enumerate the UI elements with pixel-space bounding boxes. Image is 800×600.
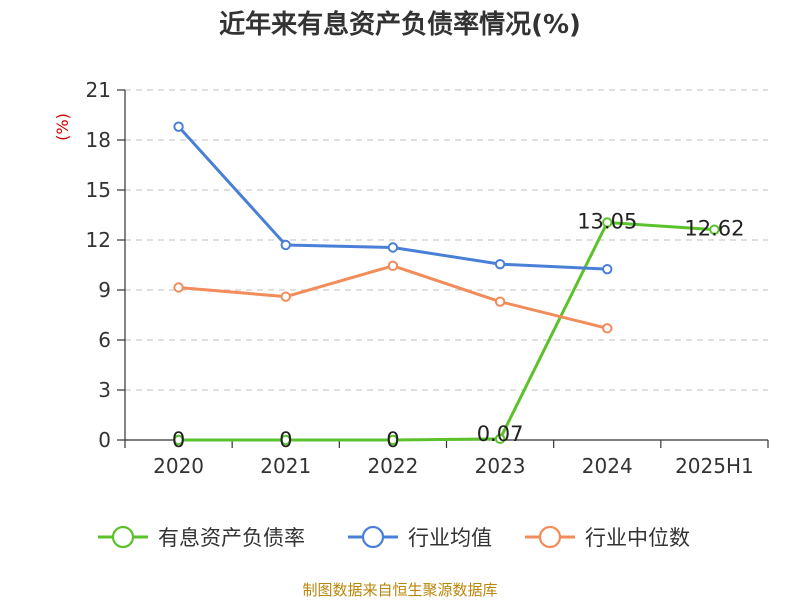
y-tick-label: 21	[86, 78, 111, 102]
data-point[interactable]	[387, 434, 399, 446]
data-label: 0	[386, 428, 399, 452]
data-point[interactable]	[173, 434, 184, 446]
data-point[interactable]	[280, 434, 291, 446]
data-point[interactable]	[387, 242, 399, 253]
y-axis-unit: (%)	[53, 113, 72, 141]
y-tick-label: 18	[86, 128, 111, 152]
data-label: 12.62	[684, 217, 744, 241]
x-tick-label: 2020	[153, 454, 204, 478]
y-tick-label: 6	[98, 328, 111, 352]
data-point[interactable]	[173, 121, 184, 132]
data-labels: 0 0 0 0.07 13.05 12.62	[172, 210, 745, 453]
series-line	[178, 264, 608, 330]
legend-item[interactable]: 有息资产负债率	[98, 525, 305, 550]
series-line	[178, 221, 715, 442]
legend-label: 行业中位数	[585, 526, 690, 550]
legend-item[interactable]: 行业中位数	[525, 525, 690, 550]
data-point[interactable]	[280, 291, 291, 302]
legend-label: 行业均值	[408, 526, 492, 550]
data-point[interactable]	[602, 263, 613, 275]
y-tick-label: 0	[98, 428, 111, 452]
x-tick-label: 2021	[260, 454, 311, 478]
data-point[interactable]	[709, 224, 720, 235]
y-tick-label: 9	[98, 278, 111, 302]
legend[interactable]: 有息资产负债率 行业均值 行业中位数	[98, 525, 690, 550]
data-point[interactable]	[494, 433, 506, 445]
legend-marker-icon	[361, 525, 385, 549]
data-label: 0	[279, 428, 292, 452]
data-point[interactable]	[280, 239, 291, 251]
x-tick-label: 2022	[367, 454, 418, 478]
x-tick-label: 2025H1	[675, 454, 754, 478]
data-point[interactable]	[494, 258, 506, 270]
data-point[interactable]	[494, 296, 506, 307]
series-group	[173, 121, 720, 446]
grid-lines	[125, 89, 768, 391]
data-label: 0.07	[477, 422, 524, 446]
data-point[interactable]	[387, 260, 399, 272]
legend-marker-icon	[111, 525, 135, 549]
y-tick-label: 3	[98, 378, 111, 402]
data-label: 13.05	[577, 210, 637, 234]
x-tick-label: 2023	[475, 454, 526, 478]
chart-title: 近年来有息资产负债率情况(%)	[219, 9, 581, 40]
data-label: 0	[172, 428, 185, 452]
legend-label: 有息资产负债率	[158, 526, 305, 550]
y-tick-label: 12	[86, 228, 111, 252]
legend-marker-icon	[538, 525, 562, 549]
data-point[interactable]	[173, 282, 184, 293]
source-note: 制图数据来自恒生聚源数据库	[302, 581, 497, 599]
data-point[interactable]	[602, 217, 613, 228]
y-tick-label: 15	[86, 178, 111, 202]
x-tick-label: 2024	[582, 454, 633, 478]
data-point[interactable]	[602, 323, 613, 334]
legend-item[interactable]: 行业均值	[348, 525, 492, 550]
